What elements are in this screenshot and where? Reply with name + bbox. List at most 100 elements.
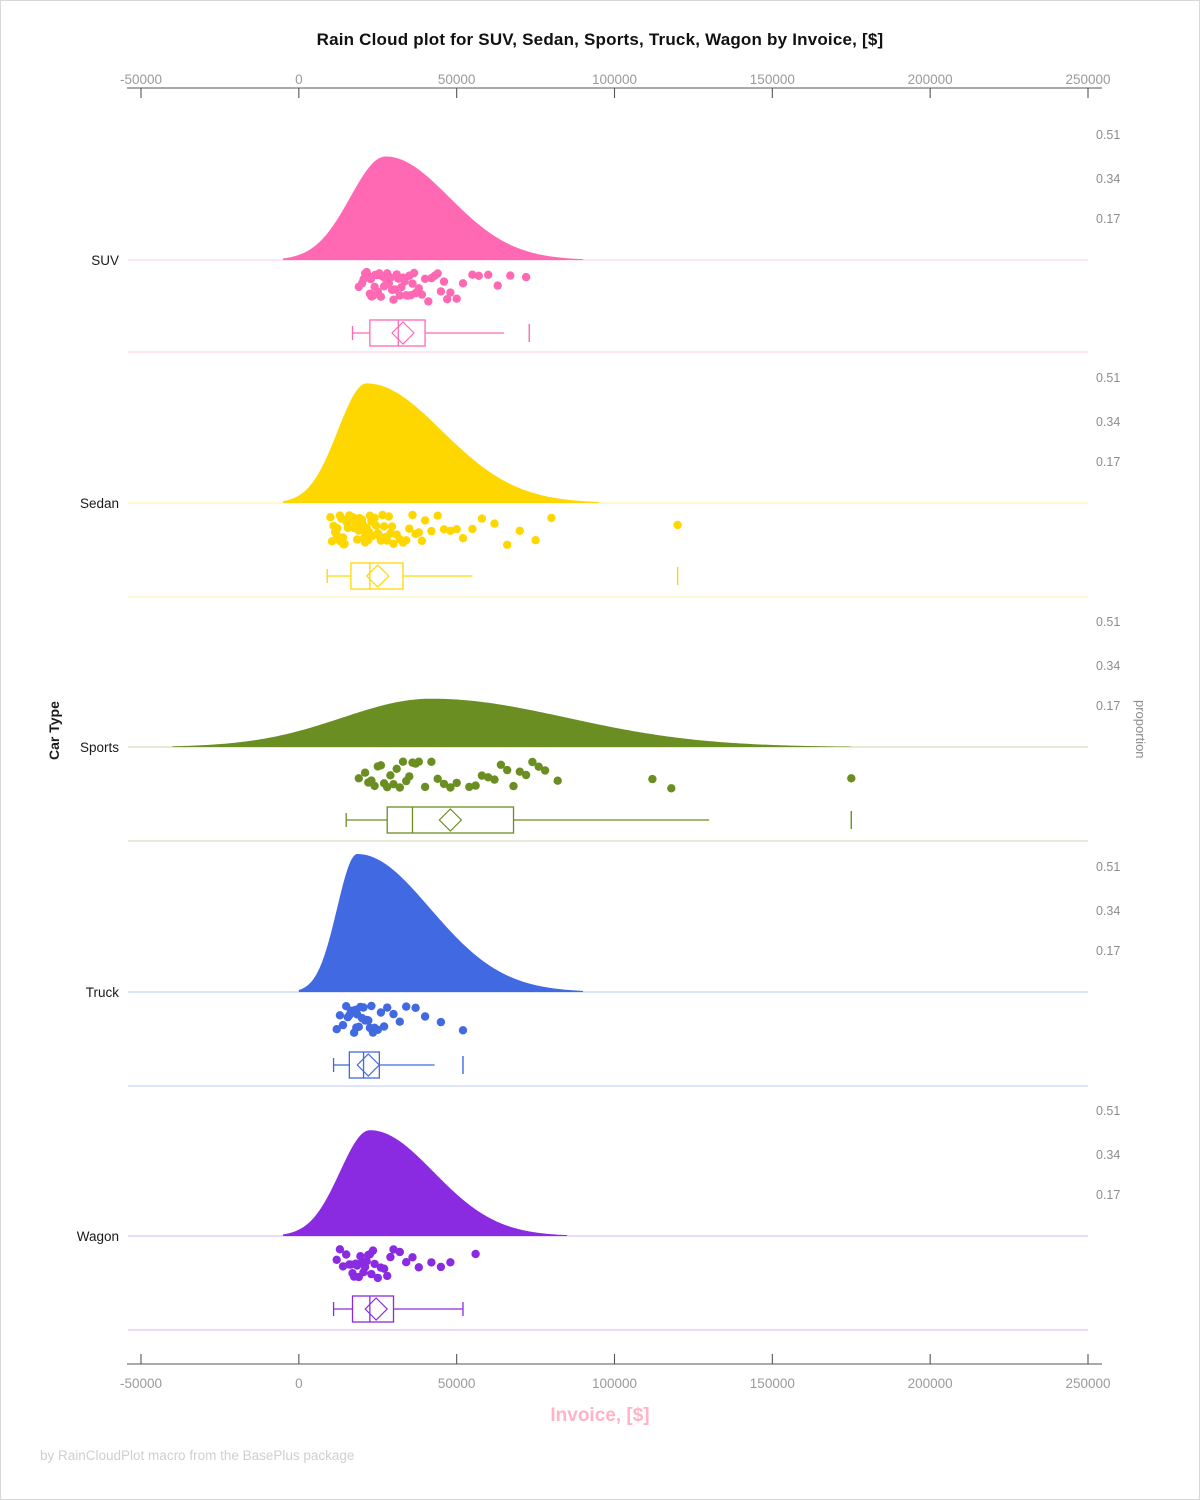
x-axis-title: Invoice, [$]: [550, 1405, 650, 1426]
data-point: [465, 782, 474, 792]
bottom-axis-tick-label: -50000: [120, 1376, 162, 1391]
data-point: [417, 536, 427, 545]
proportion-tick-label: 0.17: [1096, 1188, 1120, 1202]
data-point: [521, 770, 531, 780]
data-point: [468, 524, 477, 534]
top-axis-tick-label: 200000: [908, 72, 953, 87]
data-point: [414, 757, 423, 766]
data-point: [471, 781, 480, 790]
box: [369, 319, 426, 347]
data-point: [427, 757, 436, 766]
category-label-sports: Sports: [80, 740, 119, 755]
density-cloud: [283, 1130, 568, 1236]
data-point: [390, 285, 400, 294]
data-point: [427, 526, 436, 536]
data-point: [367, 1001, 376, 1011]
data-point: [332, 1025, 341, 1034]
proportion-tick-label: 0.17: [1096, 699, 1120, 713]
data-point: [420, 516, 430, 525]
data-point: [389, 295, 398, 304]
data-point: [439, 277, 449, 286]
data-point: [379, 1022, 389, 1031]
data-point: [335, 1011, 345, 1020]
box: [386, 806, 515, 834]
proportion-tick-label: 0.34: [1096, 415, 1120, 429]
data-point: [424, 297, 433, 306]
proportion-tick-label: 0.17: [1096, 944, 1120, 958]
data-point: [414, 1263, 423, 1272]
data-point: [354, 774, 363, 783]
data-point: [332, 1255, 341, 1265]
data-point: [408, 510, 417, 520]
panel-wagon: Wagon 0.51 0.34 0.17: [77, 1104, 1120, 1331]
panel-suv: SUV 0.51 0.34 0.17: [91, 128, 1120, 353]
bottom-axis-tick-label: 100000: [592, 1376, 637, 1391]
top-axis-tick-label: -50000: [120, 72, 162, 87]
panel-truck: Truck 0.51 0.34 0.17: [86, 854, 1120, 1087]
data-point: [395, 291, 404, 300]
data-point: [392, 764, 401, 773]
data-point: [354, 1022, 363, 1031]
proportion-tick-label: 0.34: [1096, 172, 1120, 186]
data-point: [405, 524, 414, 533]
density-cloud: [298, 854, 583, 992]
category-label-sedan: Sedan: [80, 496, 119, 511]
data-point: [376, 1008, 386, 1017]
data-point: [506, 271, 515, 280]
data-point: [847, 774, 856, 783]
data-point: [540, 766, 550, 775]
data-point: [383, 783, 392, 792]
data-point: [364, 1016, 373, 1025]
data-point: [420, 274, 430, 283]
data-point: [417, 290, 427, 299]
data-point: [389, 780, 398, 789]
data-point: [471, 1249, 480, 1259]
box: [351, 1295, 395, 1323]
proportion-tick-label: 0.34: [1096, 1148, 1120, 1162]
proportion-tick-label: 0.51: [1096, 1104, 1120, 1118]
data-point: [493, 281, 502, 290]
data-point: [468, 270, 477, 279]
box: [350, 562, 404, 590]
data-point: [389, 1245, 398, 1254]
data-point: [383, 1003, 392, 1012]
data-point: [386, 273, 395, 282]
data-point: [373, 1025, 382, 1035]
data-point: [370, 513, 379, 523]
proportion-tick-label: 0.17: [1096, 455, 1120, 469]
data-point: [414, 528, 423, 537]
category-label-suv: SUV: [91, 253, 119, 268]
data-point: [420, 782, 430, 792]
data-point: [338, 1262, 348, 1271]
data-point: [359, 1003, 368, 1012]
mean-diamond: [356, 1053, 381, 1077]
data-point: [378, 510, 387, 520]
data-point: [402, 1002, 411, 1011]
proportion-tick-label: 0.17: [1096, 212, 1120, 226]
data-point: [433, 511, 442, 520]
proportion-tick-label: 0.34: [1096, 659, 1120, 673]
data-point: [379, 1264, 389, 1273]
top-axis-tick-label: 150000: [750, 72, 795, 87]
data-point: [386, 771, 395, 780]
data-point: [433, 774, 442, 783]
data-point: [503, 540, 512, 549]
data-point: [503, 765, 512, 775]
data-point: [411, 1003, 420, 1012]
data-point: [490, 519, 499, 528]
data-point: [327, 537, 337, 546]
top-axis-tick-label: 50000: [438, 72, 476, 87]
data-point: [477, 771, 487, 780]
panel-sports: Sports 0.51 0.34 0.17: [80, 615, 1120, 842]
data-point: [484, 773, 493, 782]
data-point: [405, 772, 414, 781]
data-point: [373, 1273, 382, 1283]
panel-sedan: Sedan 0.51 0.34 0.17: [80, 371, 1120, 598]
data-point: [521, 272, 531, 282]
data-point: [509, 781, 518, 791]
data-point: [531, 536, 540, 545]
data-point: [446, 783, 455, 792]
data-point: [395, 783, 404, 792]
data-point: [386, 529, 395, 538]
